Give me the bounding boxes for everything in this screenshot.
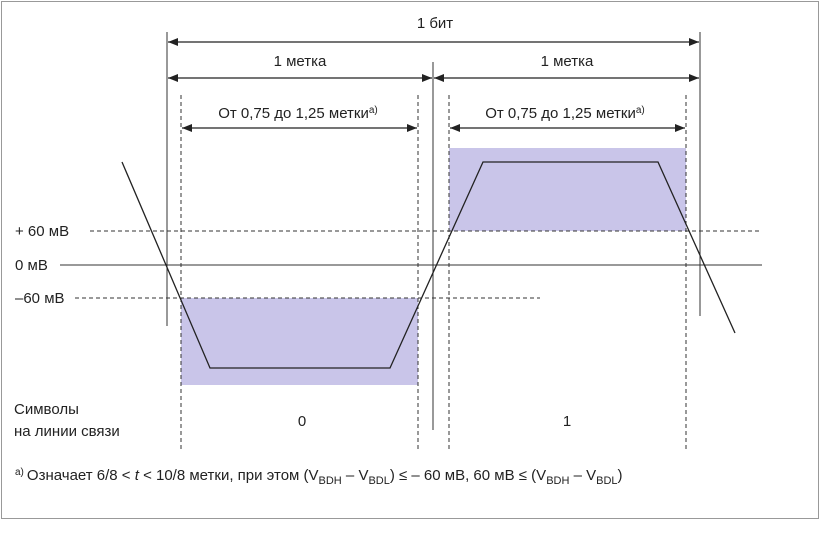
- footnote-text: – V: [569, 467, 596, 484]
- footnote-sub: BDH: [546, 475, 569, 487]
- frame: [1, 1, 819, 519]
- level-label: 0 мВ: [15, 257, 48, 274]
- zone-low: [181, 298, 418, 385]
- footnote-sub: BDL: [368, 475, 389, 487]
- footnote-text: < 10/8 метки, при этом (V: [139, 467, 319, 484]
- level-label: –60 мВ: [15, 290, 65, 307]
- window-text: От 0,75 до 1,25 метки: [218, 105, 369, 122]
- half-label: 1 метка: [274, 53, 327, 70]
- level-lines: [60, 230, 762, 299]
- footnote-text: t: [135, 467, 140, 484]
- title: 1 бит: [417, 15, 453, 32]
- window-label: От 0,75 до 1,25 меткиa): [218, 105, 378, 122]
- footnote-text: – V: [342, 467, 369, 484]
- footnote-text: Означает 6/8 <: [27, 467, 135, 484]
- level-label: + 60 мВ: [15, 223, 69, 240]
- footnote-marker: a): [15, 467, 24, 478]
- window-note: a): [369, 105, 378, 116]
- boundaries: [166, 32, 701, 430]
- footnote-text: ): [618, 467, 623, 484]
- symbol: 0: [298, 413, 306, 430]
- window-lines: [180, 95, 687, 452]
- footnote-sub: BDL: [596, 475, 617, 487]
- zone-high: [449, 148, 686, 231]
- window-label: От 0,75 до 1,25 меткиa): [485, 105, 645, 122]
- waveform: [121, 161, 736, 369]
- footnote-text: ) ≤ – 60 мВ, 60 мВ ≤ (V: [390, 467, 546, 484]
- half-label: 1 метка: [541, 53, 594, 70]
- footnote-sub: BDH: [319, 475, 342, 487]
- footnote: a) Означает 6/8 < t < 10/8 метки, при это…: [15, 467, 623, 487]
- window-note: a): [636, 105, 645, 116]
- symbols-label: Символы: [14, 401, 79, 418]
- symbols-label: на линии связи: [14, 423, 120, 440]
- symbol: 1: [563, 413, 571, 430]
- arrows: [168, 38, 699, 132]
- window-text: От 0,75 до 1,25 метки: [485, 105, 636, 122]
